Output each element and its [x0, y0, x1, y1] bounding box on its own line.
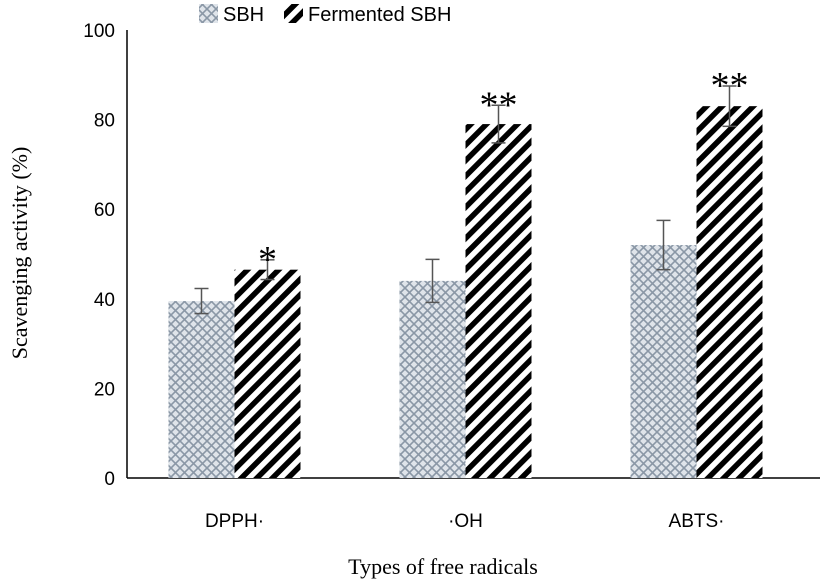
- bar-fermented-sbh: [696, 106, 763, 478]
- y-tick-labels: 0 20 40 60 80 100: [83, 21, 115, 490]
- y-tick-label: 100: [83, 21, 115, 42]
- significance-marker: **: [711, 65, 749, 107]
- legend-swatch-sbh: [199, 4, 218, 23]
- bar-fermented-sbh: [465, 124, 532, 478]
- significance-marker: *: [258, 239, 277, 281]
- y-tick-label: 80: [94, 111, 115, 132]
- bar-sbh: [168, 301, 235, 478]
- significance-marker: **: [480, 84, 518, 126]
- bar-fermented-sbh: [234, 269, 301, 478]
- x-tick-label: DPPH·: [205, 511, 264, 532]
- bar-sbh: [630, 245, 697, 478]
- significance-markers: *** **: [258, 65, 749, 281]
- legend-label-sbh: SBH: [223, 4, 264, 26]
- legend-label-fermented-sbh: Fermented SBH: [308, 4, 451, 26]
- y-tick-label: 60: [94, 200, 115, 221]
- x-axis-title: Types of free radicals: [348, 554, 538, 579]
- legend-swatch-fermented-sbh: [284, 4, 303, 23]
- x-tick-label: ABTS·: [669, 511, 725, 532]
- bar-sbh: [399, 280, 466, 478]
- x-tick-label: ·OH: [448, 511, 483, 532]
- y-tick-label: 40: [94, 290, 115, 311]
- x-tick-labels: DPPH· ·OH ABTS·: [205, 511, 725, 532]
- legend: SBH Fermented SBH: [199, 4, 451, 26]
- bars: [168, 106, 763, 478]
- y-tick-label: 20: [94, 379, 115, 400]
- y-tick-label: 0: [104, 469, 115, 490]
- error-bars: [194, 85, 737, 315]
- y-axis-title: Scavenging activity (%): [7, 147, 32, 360]
